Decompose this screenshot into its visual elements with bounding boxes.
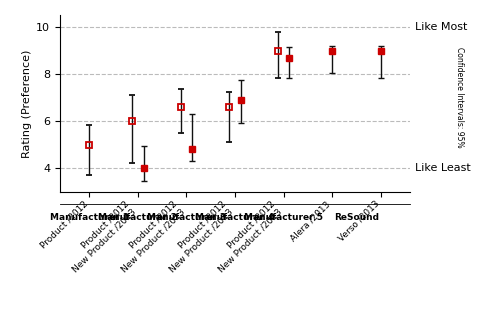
Text: Manufacturer 2: Manufacturer 2 [98, 213, 178, 222]
Text: Manufacturer 5: Manufacturer 5 [244, 213, 323, 222]
Text: Manufacturer 4: Manufacturer 4 [196, 213, 274, 222]
Text: Confidence Intervals: 95%: Confidence Intervals: 95% [456, 47, 464, 148]
Y-axis label: Rating (Preference): Rating (Preference) [22, 49, 32, 158]
Text: ReSound: ReSound [334, 213, 379, 222]
Text: Like Most: Like Most [415, 22, 468, 32]
Text: Manufacturer 1: Manufacturer 1 [50, 213, 128, 222]
Text: Manufacturer 3: Manufacturer 3 [147, 213, 226, 222]
Text: Like Least: Like Least [415, 163, 471, 173]
